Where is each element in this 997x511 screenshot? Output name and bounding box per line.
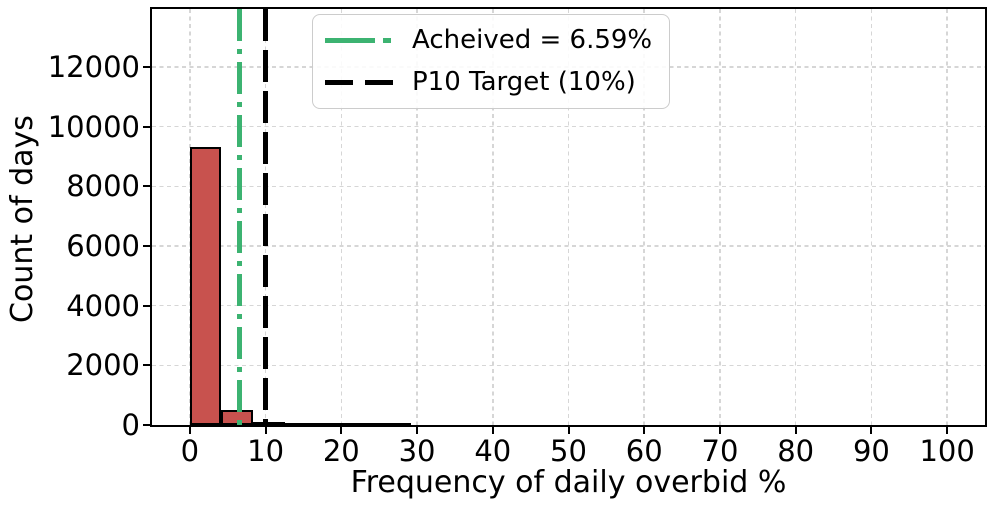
grid-line-vertical xyxy=(870,9,873,425)
x-tick-mark xyxy=(416,427,419,434)
grid-line-vertical xyxy=(340,9,343,425)
x-tick-mark xyxy=(643,427,646,434)
y-tick-label: 6000 xyxy=(66,228,140,263)
p10-target-line xyxy=(263,9,269,425)
histogram-bar xyxy=(316,423,348,427)
grid-line-horizontal xyxy=(152,304,985,307)
x-tick-label: 30 xyxy=(398,434,436,468)
grid-line-vertical xyxy=(719,9,721,425)
x-tick-label: 60 xyxy=(625,434,663,468)
achieved-line xyxy=(237,9,243,425)
x-tick-mark xyxy=(794,427,797,434)
y-tick-mark xyxy=(143,424,150,426)
target-dashed-line-sample xyxy=(325,80,393,85)
legend-label-p10-target: P10 Target (10%) xyxy=(412,67,636,97)
y-tick-mark xyxy=(143,65,150,68)
y-tick-mark xyxy=(143,364,150,367)
grid-line-vertical xyxy=(794,9,797,425)
x-tick-label: 100 xyxy=(919,434,975,468)
achieved-dashdot-line-sample xyxy=(325,38,393,43)
histogram-bar xyxy=(379,423,411,427)
histogram-bar xyxy=(284,423,317,427)
y-tick-label: 10000 xyxy=(47,109,140,144)
grid-line-vertical xyxy=(416,9,418,425)
x-tick-mark xyxy=(870,427,873,434)
x-tick-mark xyxy=(188,427,191,434)
grid-line-vertical xyxy=(567,9,570,425)
y-tick-label: 8000 xyxy=(66,169,140,204)
y-tick-mark xyxy=(143,125,150,128)
x-tick-label: 40 xyxy=(474,434,512,468)
y-tick-mark xyxy=(143,304,150,307)
x-tick-mark xyxy=(946,427,949,434)
x-axis-label: Frequency of daily overbid % xyxy=(350,465,787,500)
legend-item-achieved: Acheived = 6.59% xyxy=(325,24,652,57)
x-tick-mark xyxy=(264,427,267,434)
x-tick-label: 70 xyxy=(701,434,739,468)
x-tick-mark xyxy=(567,427,570,434)
grid-line-vertical xyxy=(643,9,645,425)
x-tick-label: 50 xyxy=(550,434,587,468)
histogram-bar xyxy=(189,146,222,425)
x-tick-label: 0 xyxy=(180,434,200,468)
legend-label-achieved: Acheived = 6.59% xyxy=(412,25,653,55)
histogram-bar xyxy=(347,423,380,427)
grid-line-horizontal xyxy=(152,185,985,187)
grid-line-horizontal xyxy=(152,125,985,128)
grid-line-vertical xyxy=(946,9,948,425)
grid-line-vertical xyxy=(492,9,494,425)
y-tick-label: 2000 xyxy=(66,348,140,383)
y-tick-mark xyxy=(143,185,150,188)
x-tick-label: 10 xyxy=(247,434,285,468)
x-tick-label: 20 xyxy=(322,434,360,468)
histogram-bar xyxy=(252,421,285,426)
plot-area: Acheived = 6.59% P10 Target (10%) 0 10 20 3… xyxy=(48,7,987,466)
grid-line-horizontal xyxy=(152,245,985,247)
x-tick-label: 90 xyxy=(852,434,890,468)
x-tick-label: 80 xyxy=(777,434,815,468)
y-tick-label: 4000 xyxy=(66,288,140,323)
x-tick-mark xyxy=(340,427,343,434)
grid-line-horizontal xyxy=(152,364,985,367)
y-tick-mark xyxy=(143,244,150,247)
histogram-bar xyxy=(221,410,253,425)
y-tick-label: 12000 xyxy=(47,49,140,84)
legend-item-p10-target: P10 Target (10%) xyxy=(325,66,652,99)
x-tick-mark xyxy=(491,427,494,434)
x-tick-mark xyxy=(718,427,721,434)
legend: Acheived = 6.59% P10 Target (10%) xyxy=(312,14,671,109)
y-tick-label: 0 xyxy=(121,408,140,442)
